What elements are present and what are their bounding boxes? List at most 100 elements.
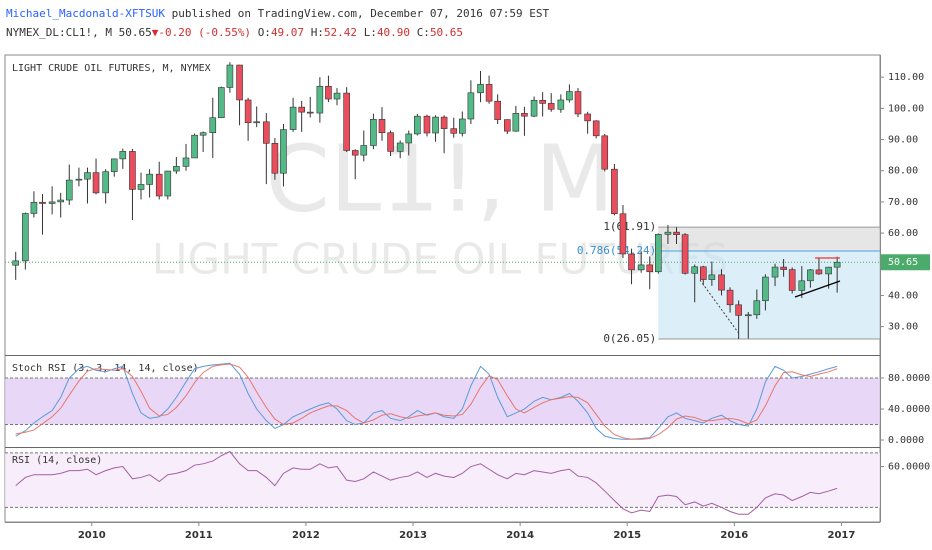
x-tick-label: 2017 (828, 530, 856, 541)
ohlc: O:49.07 H:52.42 L:40.90 C:50.65 (258, 26, 463, 39)
pane-title: Stoch RSI (3, 3, 14, 14, close) (12, 363, 199, 374)
candle-body (574, 91, 582, 115)
candle-body (396, 142, 404, 152)
candle-body (280, 129, 287, 174)
candle-body (191, 134, 198, 159)
candle-body (298, 106, 305, 113)
candle-body (65, 179, 73, 201)
band-fill (5, 378, 880, 425)
candle-body (655, 234, 662, 273)
y-tick-label: 0.0000 (888, 435, 924, 446)
candle-body (414, 115, 421, 135)
candle-body (75, 178, 83, 181)
candle-body (182, 157, 190, 167)
candle-body (477, 84, 484, 94)
series-line (15, 362, 838, 440)
candle-body (316, 85, 324, 114)
candle-body (48, 201, 56, 204)
candle-body (459, 118, 466, 134)
last: 50.65 (119, 26, 152, 39)
y-tick-label: 80.00 (888, 166, 918, 177)
candle-body (780, 266, 787, 270)
candle-body (343, 92, 350, 151)
candle-body (619, 213, 627, 255)
candle-body (825, 266, 832, 275)
candle-body (432, 116, 439, 134)
pane-title: LIGHT CRUDE OIL FUTURES, M, NYMEX (12, 63, 211, 74)
candle-body (681, 234, 689, 274)
published: published on TradingView.com, December 0… (172, 7, 550, 20)
trend-line (794, 280, 841, 298)
candle-body (611, 168, 618, 215)
candle-body (84, 172, 91, 180)
band-fill (5, 452, 880, 508)
watermark: CL1!, M (266, 125, 615, 232)
ohlc-key: C: (417, 26, 430, 39)
y-tick-label: 40.0000 (888, 404, 930, 415)
series-line (15, 363, 838, 440)
candle-body (699, 266, 707, 280)
candle-body (815, 269, 823, 275)
candle-body (155, 173, 163, 197)
y-tick-label: 40.00 (888, 290, 918, 301)
candle-body (22, 213, 29, 262)
candle-body (735, 304, 742, 316)
fib-label: 0(26.05) (603, 332, 656, 345)
y-tick-label: 100.00 (888, 103, 924, 114)
candle-body (370, 118, 377, 146)
ohlc-value: 49.07 (271, 26, 304, 39)
candle-body (226, 64, 234, 88)
candle-body (387, 132, 394, 152)
y-tick-label: 30.00 (888, 322, 918, 333)
candle-body (110, 158, 118, 172)
candle-body (557, 99, 565, 110)
candle-body (405, 133, 413, 144)
y-tick-label: 90.00 (888, 135, 918, 146)
candle-body (771, 266, 779, 278)
candle-body (119, 151, 127, 160)
candle-body (351, 150, 359, 156)
candle-body (798, 280, 806, 291)
candle-body (263, 121, 270, 144)
candle-body (306, 111, 314, 114)
candle-body (12, 260, 20, 266)
pane-title: RSI (14, close) (12, 455, 102, 466)
candle-body (601, 135, 609, 170)
x-tick-label: 2013 (399, 530, 427, 541)
change: -0.20 (-0.55%) (158, 26, 251, 39)
candle-body (164, 170, 172, 197)
candle-body (833, 261, 841, 268)
candle-body (30, 201, 38, 214)
y-tick-label: 60.0000 (888, 462, 930, 473)
candle-body (137, 184, 145, 190)
ohlc-key: H: (311, 26, 324, 39)
candle-body (199, 132, 207, 136)
x-tick-label: 2012 (292, 530, 320, 541)
ohlc-value: 40.90 (377, 26, 410, 39)
fib-zone (658, 251, 880, 339)
fib-zone (658, 227, 880, 252)
candle-body (253, 121, 260, 124)
header-line: Michael_Macdonald-XFTSUK published on Tr… (6, 7, 549, 20)
candle-body (762, 276, 769, 302)
candle-body (236, 64, 243, 101)
candle-body (209, 117, 217, 133)
candle-body (173, 166, 180, 172)
y-tick-label: 60.00 (888, 228, 918, 239)
x-tick-label: 2010 (78, 530, 106, 541)
candle-body (378, 118, 386, 133)
candle-body (57, 199, 64, 203)
candle-body (646, 264, 654, 273)
candle-body (39, 201, 46, 204)
fib-label: 1(61.91) (603, 220, 656, 233)
dotted-trend-line (699, 279, 741, 336)
candle-body (218, 87, 225, 119)
x-tick-label: 2016 (720, 530, 748, 541)
y-tick-label: 70.00 (888, 197, 918, 208)
down-arrow: ▼ (152, 26, 159, 39)
candle-body (753, 300, 761, 316)
candle-body (539, 99, 546, 104)
x-tick-label: 2015 (613, 530, 641, 541)
candle-body (691, 266, 699, 274)
